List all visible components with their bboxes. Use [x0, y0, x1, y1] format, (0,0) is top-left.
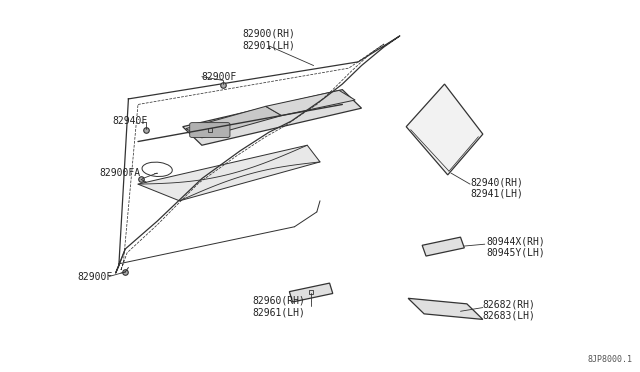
Text: 82900F: 82900F: [202, 72, 237, 82]
Text: 82960(RH)
82961(LH): 82960(RH) 82961(LH): [252, 296, 305, 317]
Polygon shape: [422, 237, 465, 256]
Polygon shape: [406, 84, 483, 175]
Polygon shape: [266, 90, 355, 116]
FancyBboxPatch shape: [189, 123, 230, 137]
Text: 8JP8000.1: 8JP8000.1: [588, 355, 633, 364]
Polygon shape: [186, 106, 282, 138]
Polygon shape: [408, 298, 483, 320]
Polygon shape: [182, 90, 362, 145]
Text: 82900FA: 82900FA: [100, 168, 141, 178]
Text: 82900(RH)
82901(LH): 82900(RH) 82901(LH): [243, 29, 295, 51]
Text: 80944X(RH)
80945Y(LH): 80944X(RH) 80945Y(LH): [486, 236, 545, 258]
Text: 82940(RH)
82941(LH): 82940(RH) 82941(LH): [470, 177, 523, 199]
Polygon shape: [289, 283, 333, 302]
Text: 82900F: 82900F: [77, 272, 113, 282]
Text: 82940F: 82940F: [113, 116, 148, 126]
Text: 82682(RH)
82683(LH): 82682(RH) 82683(LH): [483, 299, 536, 321]
Polygon shape: [138, 145, 320, 201]
